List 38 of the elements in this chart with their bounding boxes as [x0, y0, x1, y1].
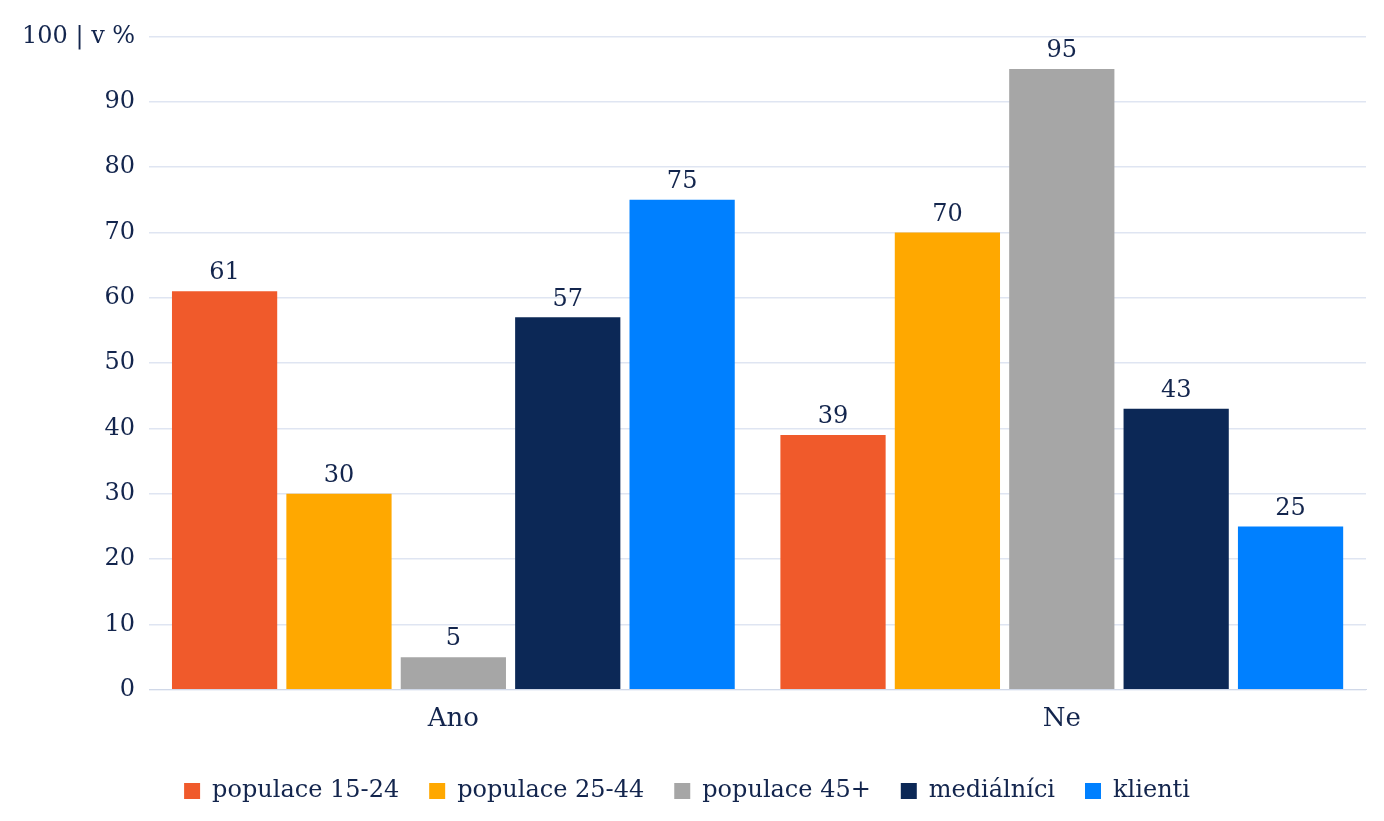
y-tick-label: 0	[119, 674, 136, 703]
bar	[1237, 526, 1344, 690]
y-tick-label: 50	[104, 347, 136, 376]
legend-label: populace 15-24	[212, 775, 400, 804]
data-label: 39	[817, 401, 849, 430]
data-label: 25	[1275, 492, 1306, 521]
bar	[629, 199, 735, 690]
bar	[780, 434, 886, 690]
legend-label: populace 25-44	[457, 775, 645, 804]
y-tick-label: 20	[104, 543, 136, 572]
data-label: 75	[666, 165, 698, 194]
bar	[286, 493, 392, 690]
bar	[400, 657, 506, 690]
legend-label: klienti	[1113, 775, 1191, 804]
legend-label: mediálníci	[928, 775, 1056, 804]
y-tick-label: 90	[104, 85, 136, 114]
data-label: 95	[1046, 35, 1078, 64]
data-label: 30	[323, 460, 355, 489]
bar	[1009, 69, 1115, 690]
x-tick-label: Ano	[426, 702, 479, 733]
legend-label: populace 45+	[702, 775, 871, 804]
y-tick-label: 100 | v %	[21, 20, 136, 50]
y-tick-label: 80	[104, 151, 136, 180]
data-label: 57	[552, 283, 584, 312]
bar	[171, 291, 278, 690]
x-tick-label: Ne	[1042, 702, 1081, 733]
y-tick-label: 10	[104, 608, 136, 637]
y-tick-label: 60	[104, 281, 136, 310]
data-label: 70	[932, 198, 963, 227]
data-label: 61	[209, 257, 240, 286]
bar	[894, 232, 1001, 690]
y-tick-label: 30	[104, 478, 136, 507]
data-label: 5	[445, 623, 461, 652]
data-label: 43	[1160, 375, 1192, 404]
y-tick-label: 40	[104, 412, 136, 441]
y-tick-label: 70	[104, 216, 136, 245]
bar	[515, 317, 621, 690]
bar	[1123, 408, 1229, 690]
